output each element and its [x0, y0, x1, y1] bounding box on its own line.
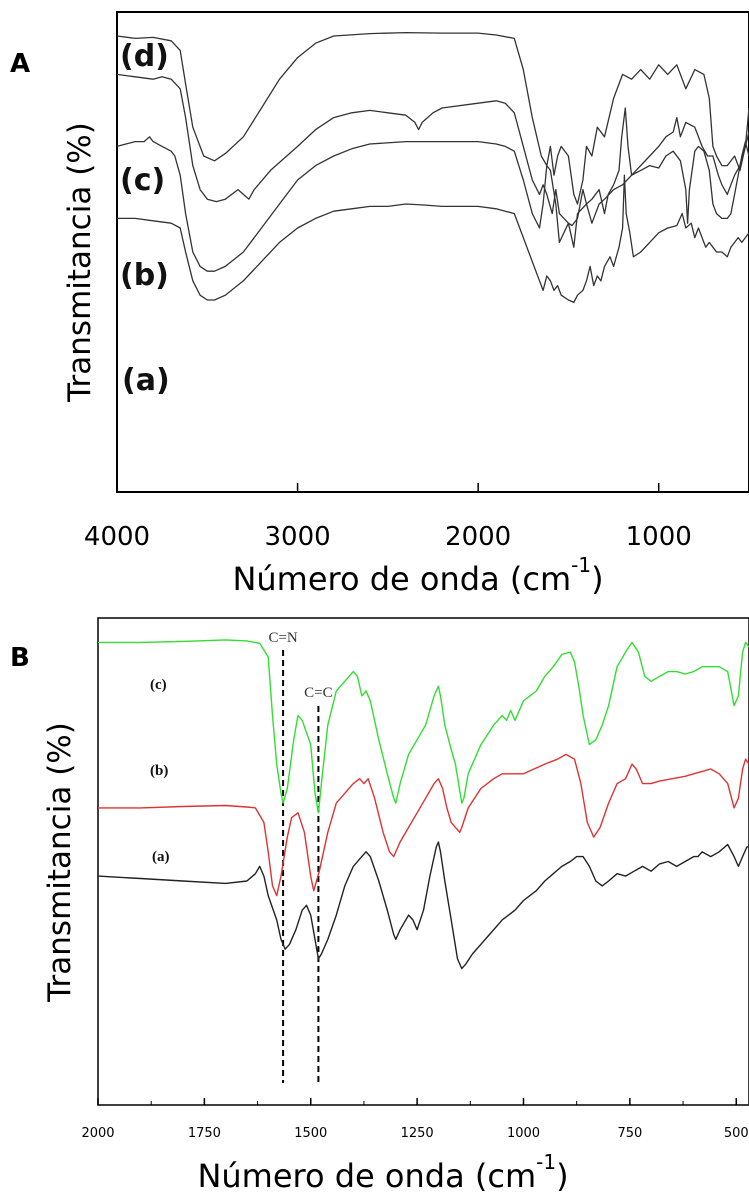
annotation-label: C=N [268, 630, 297, 646]
panel-a-series-labels: (d) (c) (b) (a) [120, 39, 170, 398]
series-line [97, 841, 749, 970]
panel-a-x-ticks: 4000 3000 2000 1000 [84, 483, 692, 552]
series-label: (b) [150, 763, 168, 779]
panel-a-series [116, 31, 749, 304]
series-line [116, 136, 749, 272]
panel-b-y-axis-label: Transmitancia (%) [42, 722, 78, 1003]
panel-a-plot-frame [116, 11, 749, 493]
panel-b-x-ticks: 2000 1750 1500 1250 1000 750 500 [81, 1098, 749, 1141]
panel-b-x-axis-label-main: Número de onda (cm [197, 1157, 536, 1195]
x-tick-label: 1000 [626, 522, 692, 552]
panel-b-series [97, 639, 749, 970]
series-label: (c) [120, 163, 165, 198]
x-tick-label: 1500 [294, 1126, 327, 1141]
series-label: (a) [122, 363, 170, 398]
panel-b-series-labels: (c) (b) (a) [150, 677, 170, 865]
series-line [116, 73, 749, 227]
panel-b: B 2000 1750 1500 1250 1000 750 500 C=NC=C (c)(… [10, 617, 749, 1195]
panel-a-x-axis-label-close: ) [591, 560, 603, 598]
series-label: (c) [150, 677, 167, 693]
series-line [116, 31, 749, 205]
panel-a-x-axis-label-main: Número de onda (cm [232, 560, 571, 598]
series-label: (d) [120, 39, 169, 74]
x-tick-label: 500 [724, 1126, 749, 1141]
panel-b-x-axis-label: Número de onda (cm-1) [197, 1150, 568, 1195]
series-label: (b) [120, 258, 169, 293]
panel-b-annotations: C=N C=C [268, 630, 333, 1083]
panel-a-x-axis-label-sup: -1 [571, 553, 591, 577]
x-tick-label: 750 [617, 1126, 642, 1141]
panel-a-y-axis-label: Transmitancia (%) [62, 122, 98, 403]
panel-b-x-axis-label-sup: -1 [536, 1150, 556, 1174]
panel-a-x-axis-label: Número de onda (cm-1) [232, 553, 603, 598]
series-line [98, 753, 749, 897]
panel-b-plot-frame [97, 617, 749, 1106]
x-tick-label: 1250 [401, 1126, 434, 1141]
x-tick-label: 1750 [188, 1126, 221, 1141]
panel-b-label: B [10, 643, 30, 673]
x-tick-label: 4000 [84, 522, 150, 552]
series-line [98, 639, 749, 814]
x-tick-label: 2000 [81, 1126, 114, 1141]
series-line [117, 174, 749, 304]
panel-a-label: A [10, 49, 30, 79]
panel-b-x-axis-label-close: ) [556, 1157, 568, 1195]
panel-a: A 4000 3000 2000 1000 (d) (c) (b) (a) Transmit… [10, 11, 749, 598]
series-label: (a) [152, 849, 170, 865]
x-tick-label: 3000 [264, 522, 330, 552]
annotation-label: C=C [304, 685, 332, 701]
x-tick-label: 1000 [507, 1126, 540, 1141]
x-tick-label: 2000 [445, 522, 511, 552]
